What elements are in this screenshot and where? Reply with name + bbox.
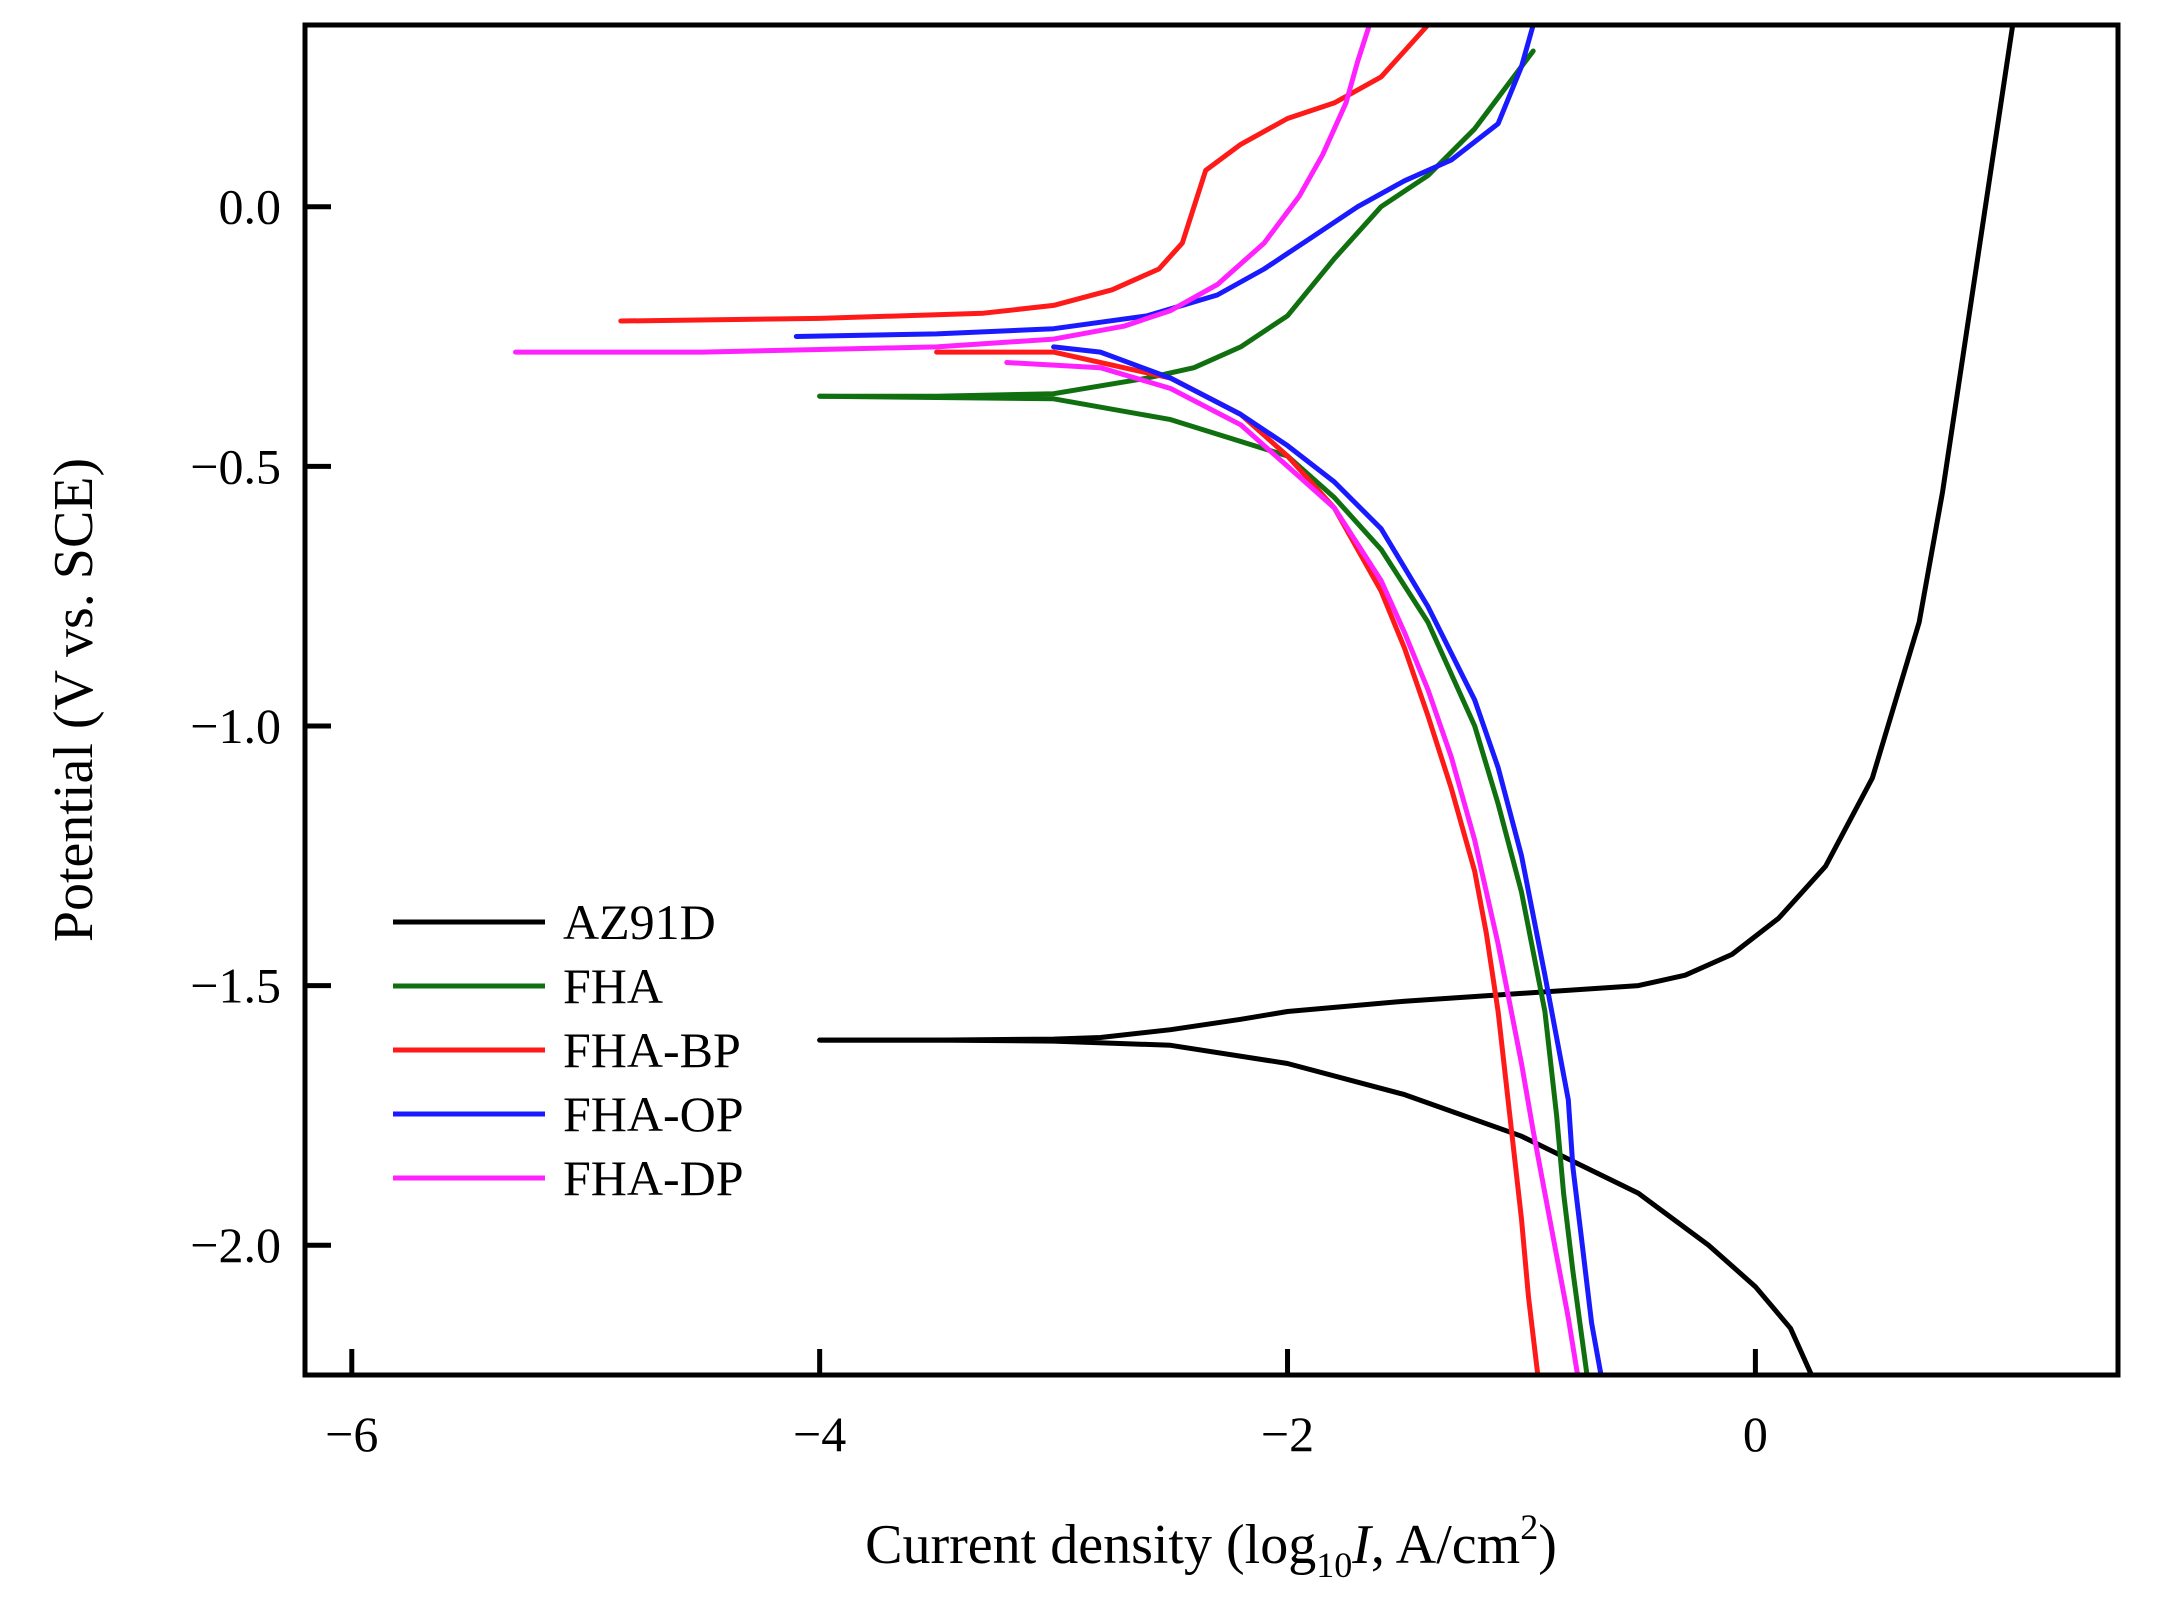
y-axis-title: Potential (V vs. SCE) (43, 458, 105, 942)
series-fha-dp-branch-a (513, 25, 1372, 355)
legend-label-az91d: AZ91D (563, 894, 716, 950)
y-tick-label: 0.0 (219, 179, 282, 235)
series-az91d-branch-b (817, 1037, 1814, 1375)
legend-label-fha: FHA (563, 958, 663, 1014)
legend: AZ91D FHA FHA-BP FHA-OP FHA-DP (393, 894, 744, 1206)
series-fha-bp-branch-a (618, 25, 1431, 324)
x-axis-title-italic: I (1351, 1514, 1373, 1576)
y-axis: 0.0 −0.5 −1.0 −1.5 −2.0 (190, 179, 331, 1273)
y-tick-label: −1.5 (190, 958, 281, 1014)
series-fha-bp-branch-b (934, 349, 1541, 1375)
x-axis-title-close: ) (1538, 1514, 1557, 1576)
x-axis-title-sup: 2 (1520, 1507, 1538, 1547)
x-axis-title: Current density (log10I, A/cm2) (865, 1507, 1557, 1585)
x-axis-title-main: Current density (log (865, 1514, 1316, 1576)
series-fha-dp-branch-b (1004, 360, 1581, 1375)
x-axis-title-unit: , A/cm (1371, 1514, 1520, 1576)
x-axis-title-sub: 10 (1316, 1545, 1352, 1585)
x-tick-label: −2 (1261, 1406, 1314, 1462)
series-fha-branch-a (817, 48, 1536, 399)
legend-label-fha-op: FHA-OP (563, 1086, 744, 1142)
series-group (513, 25, 2016, 1375)
legend-label-fha-bp: FHA-BP (563, 1022, 741, 1078)
series-fha-op-branch-b (1051, 344, 1604, 1375)
y-tick-label: −0.5 (190, 438, 281, 494)
series-fha-branch-b (817, 393, 1590, 1375)
y-tick-label: −1.0 (190, 698, 281, 754)
x-tick-label: 0 (1743, 1406, 1768, 1462)
x-axis: −6 −4 −2 0 (325, 1349, 1768, 1462)
series-az91d-branch-a (817, 25, 2016, 1043)
x-tick-label: −6 (325, 1406, 378, 1462)
y-tick-label: −2.0 (190, 1217, 281, 1273)
plot-frame (302, 22, 2121, 1378)
x-tick-label: −4 (793, 1406, 846, 1462)
legend-label-fha-dp: FHA-DP (563, 1150, 744, 1206)
series-fha-op-branch-a (793, 25, 1536, 339)
